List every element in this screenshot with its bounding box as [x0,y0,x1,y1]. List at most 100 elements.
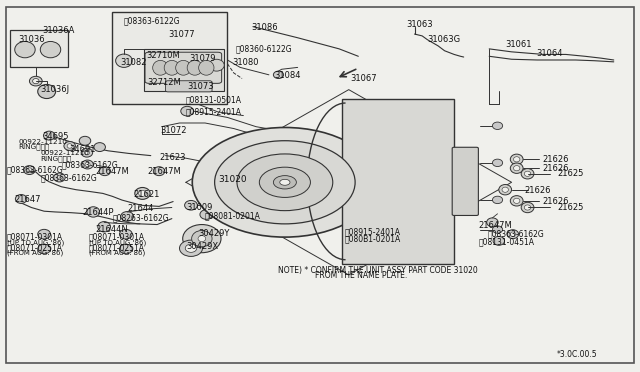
Ellipse shape [367,230,373,235]
Ellipse shape [237,154,333,211]
Ellipse shape [81,148,93,157]
Text: Ⓑ08131-0501A: Ⓑ08131-0501A [186,95,242,104]
Text: 32710M: 32710M [147,51,180,60]
Ellipse shape [192,128,378,237]
Text: Ⓑ08071-0251A: Ⓑ08071-0251A [7,243,63,252]
Text: Ⓦ08915-2401A: Ⓦ08915-2401A [186,108,242,116]
Text: 31036A: 31036A [42,26,75,35]
Ellipse shape [273,176,296,189]
Ellipse shape [521,202,534,213]
Ellipse shape [493,236,504,245]
Text: 31009: 31009 [186,203,212,212]
Text: 00922-11210: 00922-11210 [19,138,67,145]
Ellipse shape [182,94,195,104]
Text: 31020: 31020 [218,175,246,184]
Ellipse shape [84,150,90,155]
Text: 32712M: 32712M [148,78,181,87]
Ellipse shape [24,166,35,174]
Text: 21625: 21625 [557,169,584,178]
Ellipse shape [94,142,106,151]
Ellipse shape [67,144,72,148]
Text: 21647M: 21647M [95,167,129,176]
Ellipse shape [492,196,502,203]
Text: Ⓢ08363-6122G: Ⓢ08363-6122G [124,17,180,26]
Text: *3.0C.00.5: *3.0C.00.5 [556,350,597,359]
Ellipse shape [524,205,531,210]
Ellipse shape [85,162,90,167]
Text: Ⓢ08363-6162G: Ⓢ08363-6162G [7,166,64,174]
Text: 31064: 31064 [536,49,563,58]
Ellipse shape [214,141,355,224]
Ellipse shape [492,226,502,233]
Text: 31061: 31061 [505,40,532,49]
Text: 31079: 31079 [189,54,216,63]
Ellipse shape [185,244,196,252]
Ellipse shape [492,122,502,129]
Text: 30429X: 30429X [186,241,218,250]
Ellipse shape [513,157,520,162]
Ellipse shape [184,201,197,210]
Text: Ⓢ08363-6162G: Ⓢ08363-6162G [487,230,544,239]
Ellipse shape [120,230,132,239]
Ellipse shape [513,166,520,171]
Ellipse shape [164,60,179,75]
Ellipse shape [99,167,111,176]
Ellipse shape [364,227,376,237]
Text: 21647M: 21647M [148,167,181,176]
Text: 21626: 21626 [542,155,569,164]
Ellipse shape [154,167,165,176]
Ellipse shape [116,54,132,67]
Text: 21626: 21626 [542,164,569,173]
Ellipse shape [57,175,62,180]
Ellipse shape [139,190,147,196]
Text: 21625: 21625 [557,203,584,212]
Ellipse shape [510,163,523,173]
Text: Ⓑ08071-0301A: Ⓑ08071-0301A [89,232,145,242]
Ellipse shape [502,187,508,192]
Ellipse shape [486,218,498,227]
Ellipse shape [44,131,55,140]
Ellipse shape [510,232,515,236]
Text: 31086: 31086 [251,23,278,32]
Ellipse shape [200,210,212,219]
Ellipse shape [507,230,518,238]
Ellipse shape [513,198,520,203]
Text: Ⓢ08263-6162G: Ⓢ08263-6162G [113,213,169,222]
Ellipse shape [38,84,56,99]
FancyBboxPatch shape [145,52,221,83]
Text: 21644N: 21644N [95,225,128,234]
Ellipse shape [29,76,42,86]
Ellipse shape [87,207,100,217]
Text: Ⓢ08363-6162G: Ⓢ08363-6162G [40,173,97,182]
Text: 34695: 34695 [42,132,68,141]
Ellipse shape [187,60,202,75]
Ellipse shape [79,137,91,145]
Text: RINGリング: RINGリング [40,155,72,161]
Text: Ⓑ08081-0201A: Ⓑ08081-0201A [205,211,261,220]
Text: 21626: 21626 [542,197,569,206]
Ellipse shape [492,159,502,167]
Text: 31077: 31077 [168,29,195,39]
Bar [145,49,224,92]
Text: Ⓑ08131-0451A: Ⓑ08131-0451A [478,237,534,246]
Text: Ⓑ08071-0251A: Ⓑ08071-0251A [89,243,145,252]
Ellipse shape [175,60,191,75]
Text: Ⓑ08071-0301A: Ⓑ08071-0301A [7,232,63,242]
Text: 21644P: 21644P [83,208,114,217]
Ellipse shape [40,41,61,58]
Text: 31080: 31080 [232,58,259,67]
Ellipse shape [364,234,376,243]
Ellipse shape [182,225,221,253]
Text: (UP TO AUG.'86): (UP TO AUG.'86) [7,239,65,246]
Ellipse shape [499,185,511,195]
Ellipse shape [15,41,35,58]
Ellipse shape [209,59,224,71]
Text: RINGリング: RINGリング [19,143,50,150]
Text: 21644: 21644 [127,205,154,214]
Ellipse shape [180,106,193,116]
Ellipse shape [82,160,93,169]
Text: (FROM AUG.'86): (FROM AUG.'86) [89,250,145,256]
Ellipse shape [33,78,39,84]
Text: 21621: 21621 [134,190,160,199]
Text: 31036: 31036 [19,35,45,44]
